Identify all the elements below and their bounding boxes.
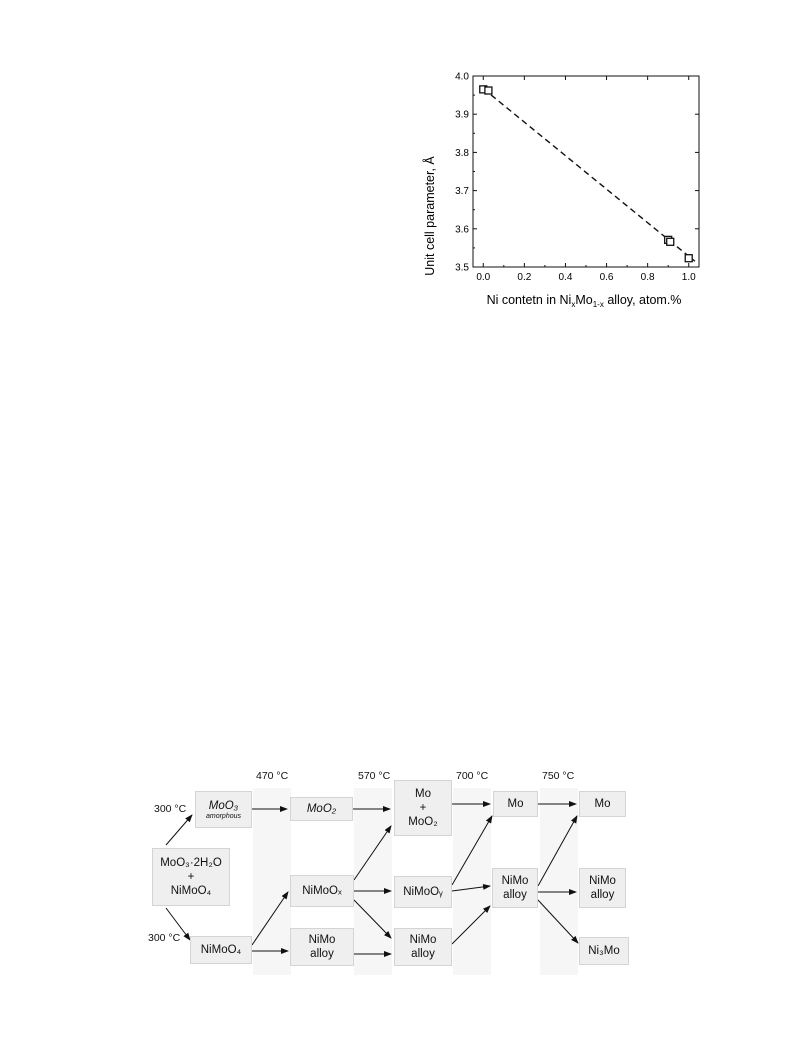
mo-box-2: Mo <box>579 791 626 817</box>
x-axis-label: Ni contetn in NixMo1-x alloy, atom.% <box>487 293 682 309</box>
y-tick-label: 3.7 <box>455 186 469 197</box>
y-tick-label: 3.6 <box>455 224 469 235</box>
nimooy-box: NiMoOᵧ <box>394 876 452 908</box>
nimo-alloy-2-line-1: NiMo <box>409 934 437 946</box>
nimo-alloy-1-line-1: NiMo <box>308 934 336 946</box>
mo-moo2-box: Mo + MoO₂ <box>394 780 452 836</box>
mo-box-1: Mo <box>493 791 538 817</box>
arrow-nimoalloy2-nimoalloy3 <box>451 905 491 945</box>
x-tick-label: 0.8 <box>641 272 655 283</box>
arrow-start-nimoo4 <box>165 907 191 941</box>
arrow-nimoox-nimoalloy2 <box>353 899 392 939</box>
arrow-nimoo4-nimoox <box>251 891 289 946</box>
arrow-start-moo3 <box>165 814 193 846</box>
x-tick-label: 0.4 <box>559 272 573 283</box>
nimoo4-box: NiMoO₄ <box>190 936 252 964</box>
arrow-nimooy-mo <box>451 815 493 886</box>
y-tick-label: 4.0 <box>455 72 469 83</box>
nimoo4-label: NiMoO₄ <box>200 944 242 956</box>
mo-2-label: Mo <box>594 798 611 810</box>
data-point <box>666 237 675 246</box>
start-line-3: NiMoO₄ <box>170 885 212 897</box>
y-tick-label: 3.5 <box>455 263 469 274</box>
chart-svg: 0.0 0.2 0.4 0.6 0.8 1.0 3.5 3.6 3.7 3.8 3.9 4.0 Uni… <box>422 72 700 309</box>
fit-line <box>482 88 696 262</box>
ni3mo-box: Ni₃Mo <box>579 937 629 965</box>
nimo-alloy-1-line-2: alloy <box>310 948 334 960</box>
nimoox-box: NiMoOₓ <box>290 875 354 907</box>
nimooy-label: NiMoOᵧ <box>403 886 443 898</box>
moo2-label: MoO₂ <box>306 803 337 815</box>
x-tick-label: 0.6 <box>600 272 614 283</box>
nimo-alloy-box-3: NiMo alloy <box>492 868 538 908</box>
temp-label-750: 750 °C <box>542 770 575 782</box>
x-tick-label: 0.2 <box>517 272 531 283</box>
x-tick-label: 0.0 <box>476 272 490 283</box>
nimo-alloy-4-line-2: alloy <box>590 889 615 901</box>
mo-moo2-line-3: MoO₂ <box>408 816 438 828</box>
arrows-layer <box>165 801 579 957</box>
arrow-nimoalloy3-mo <box>537 815 578 887</box>
y-axis-label: Unit cell parameter, Å <box>422 156 437 276</box>
data-point <box>684 254 693 263</box>
start-line-1: MoO₃·2H₂O <box>160 857 222 869</box>
temperature-band-570 <box>354 788 392 975</box>
unit-cell-chart: 0.0 0.2 0.4 0.6 0.8 1.0 3.5 3.6 3.7 3.8 3.9 4.0 Uni… <box>418 62 718 314</box>
temp-label-300-bottom: 300 °C <box>148 932 181 944</box>
nimo-alloy-3-line-1: NiMo <box>501 875 529 887</box>
arrow-nimoalloy3-ni3mo <box>537 899 579 944</box>
mo-moo2-line-1: Mo <box>415 788 431 800</box>
moo3-amorphous-label: amorphous <box>205 812 242 820</box>
temp-label-300-top: 300 °C <box>154 803 187 815</box>
nimo-alloy-box-4: NiMo alloy <box>579 868 626 908</box>
ni3mo-label: Ni₃Mo <box>588 945 620 957</box>
temperature-band-700 <box>453 788 491 975</box>
mo-1-label: Mo <box>507 798 524 810</box>
temp-label-470: 470 °C <box>256 770 289 782</box>
nimoox-label: NiMoOₓ <box>302 885 342 897</box>
data-point <box>484 86 493 95</box>
x-label-part-2: Mo <box>575 293 592 307</box>
x-label-part-1: Ni contetn in Ni <box>487 293 572 307</box>
x-tick-label: 1.0 <box>682 272 696 283</box>
nimo-alloy-4-line-1: NiMo <box>589 875 616 887</box>
start-line-2: + <box>187 871 195 883</box>
arrow-nimooy-nimoalloy3 <box>451 883 491 892</box>
temp-label-570: 570 °C <box>358 770 391 782</box>
nimo-alloy-2-line-2: alloy <box>411 948 435 960</box>
y-tick-label: 3.8 <box>455 148 469 159</box>
phase-transformation-scheme: 470 °C 570 °C 700 °C 750 °C 300 °C 300 °… <box>140 760 640 975</box>
nimo-alloy-box-2: NiMo alloy <box>394 928 452 966</box>
arrow-nimoox-momoo2 <box>353 825 392 881</box>
temp-label-700: 700 °C <box>456 770 489 782</box>
x-label-sub-x: x <box>571 300 575 309</box>
nimo-alloy-box-1: NiMo alloy <box>290 928 354 966</box>
x-label-part-3: alloy, atom.% <box>604 293 682 307</box>
moo3-label: MoO₃ <box>208 799 239 812</box>
moo3-amorphous-box: MoO₃ amorphous <box>195 791 252 828</box>
y-tick-label: 3.9 <box>455 110 469 121</box>
moo2-box: MoO₂ <box>290 797 353 821</box>
temperature-band-470 <box>253 788 291 975</box>
nimo-alloy-3-line-2: alloy <box>503 889 527 901</box>
mo-moo2-line-2: + <box>419 802 427 814</box>
start-material-box: MoO₃·2H₂O + NiMoO₄ <box>152 848 230 906</box>
x-label-sub-1x: 1-x <box>593 300 604 309</box>
